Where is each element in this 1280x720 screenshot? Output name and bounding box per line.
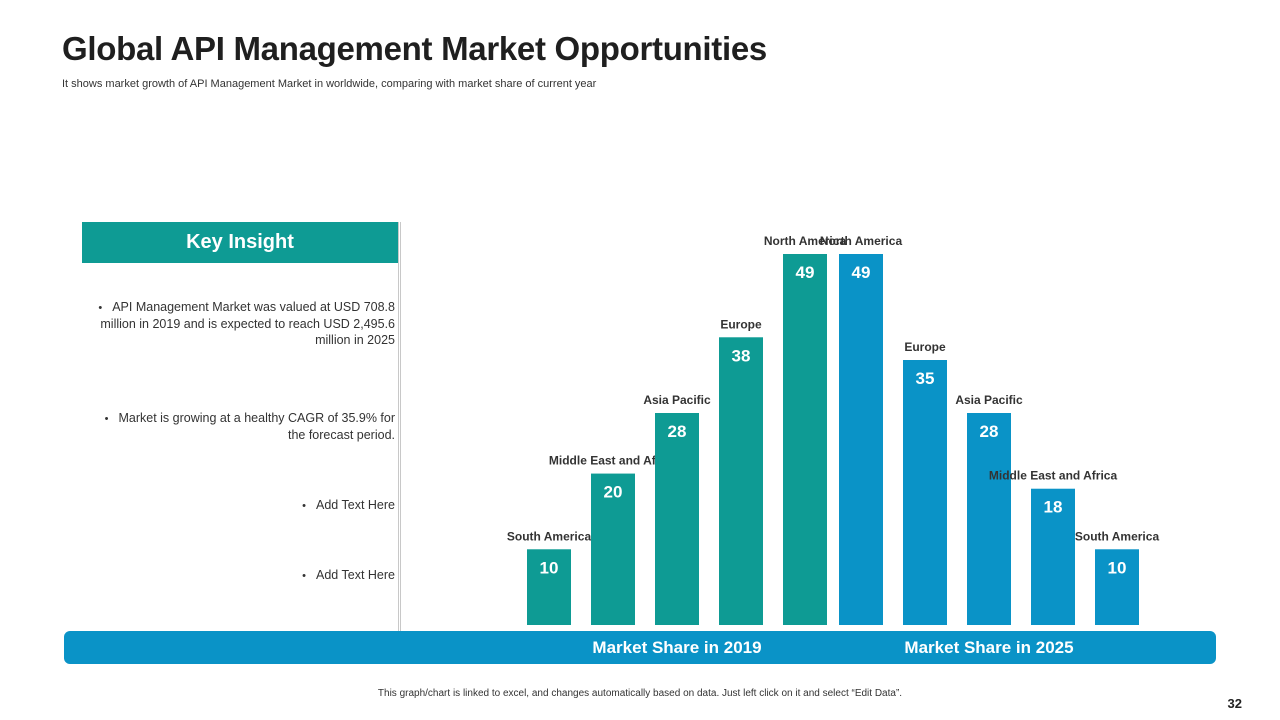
bar-2019-asia-pacific — [655, 413, 699, 625]
bar-2025-north-america — [839, 254, 883, 625]
group-label-2019: Market Share in 2019 — [592, 638, 762, 657]
bar-label-2019-europe: Europe — [720, 317, 762, 331]
chart-axis-band — [64, 631, 1216, 664]
key-insight-heading: Key Insight — [82, 222, 398, 263]
bar-value-2025-asia-pacific: 28 — [980, 422, 999, 441]
chart-footnote: This graph/chart is linked to excel, and… — [377, 688, 903, 699]
group-label-2025: Market Share in 2025 — [904, 638, 1074, 657]
bar-value-2019-asia-pacific: 28 — [668, 422, 687, 441]
bar-value-2019-middle-east-and-africa: 20 — [604, 483, 623, 502]
bar-value-2025-north-america: 49 — [852, 263, 871, 282]
insight-bullet: Add Text Here — [95, 497, 395, 514]
bar-2019-europe — [719, 337, 763, 625]
bar-2019-middle-east-and-africa — [591, 473, 635, 625]
insight-bullet: API Management Market was valued at USD … — [95, 299, 395, 348]
bar-value-2025-middle-east-and-africa: 18 — [1044, 498, 1063, 517]
bar-2025-europe — [903, 360, 947, 625]
bar-2025-middle-east-and-africa — [1031, 488, 1075, 625]
bar-label-2025-europe: Europe — [904, 340, 946, 354]
bar-label-2019-north-america: North America — [764, 234, 847, 248]
bar-label-2019-asia-pacific: Asia Pacific — [643, 393, 711, 407]
bar-2019-south-america — [527, 549, 571, 625]
bar-label-2025-south-america: South America — [1075, 529, 1160, 543]
insight-bullet: Add Text Here — [95, 567, 395, 584]
page-title: Global API Management Market Opportuniti… — [62, 30, 767, 67]
page-number: 32 — [1227, 696, 1242, 711]
bar-label-2019-middle-east-and-africa: Middle East and Africa — [549, 454, 678, 468]
bar-value-2025-europe: 35 — [916, 369, 935, 388]
bar-2025-south-america — [1095, 549, 1139, 625]
bar-value-2019-europe: 38 — [732, 346, 751, 365]
bar-label-2025-north-america: North America — [820, 234, 903, 248]
insight-bullet: Market is growing at a healthy CAGR of 3… — [95, 410, 395, 443]
page-subtitle: It shows market growth of API Management… — [62, 78, 597, 90]
bar-value-2025-south-america: 10 — [1108, 558, 1127, 577]
bar-label-2025-asia-pacific: Asia Pacific — [955, 393, 1023, 407]
bar-value-2019-south-america: 10 — [540, 558, 559, 577]
bar-2019-north-america — [783, 254, 827, 625]
bar-label-2019-south-america: South America — [507, 529, 592, 543]
bar-2025-asia-pacific — [967, 413, 1011, 625]
bar-label-2025-middle-east-and-africa: Middle East and Africa — [989, 469, 1118, 483]
insight-divider — [398, 222, 401, 632]
bar-value-2019-north-america: 49 — [796, 263, 815, 282]
